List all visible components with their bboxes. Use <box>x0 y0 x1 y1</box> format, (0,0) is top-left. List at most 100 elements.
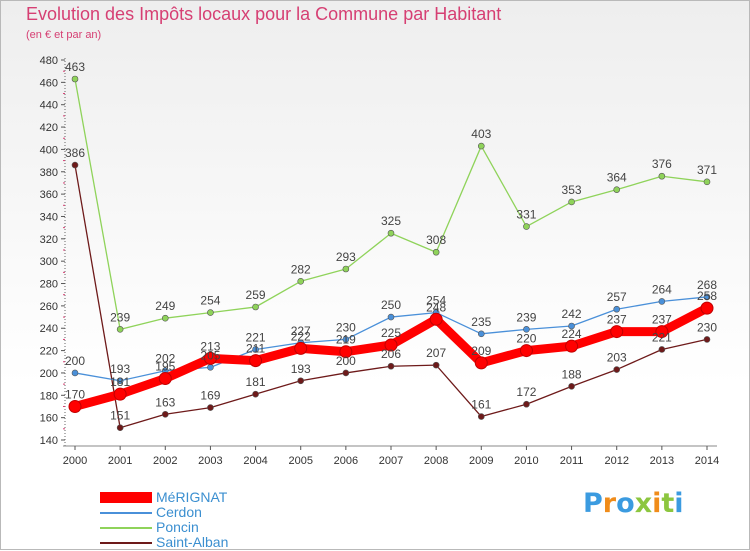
data-point <box>339 345 353 359</box>
data-point <box>71 161 79 169</box>
series-layer <box>68 75 714 432</box>
data-point <box>252 390 259 398</box>
data-label: 206 <box>381 347 401 361</box>
data-point <box>387 229 395 237</box>
data-point <box>387 362 395 370</box>
data-point <box>568 322 575 330</box>
y-tick-label: 460 <box>40 77 58 89</box>
x-tick-label: 2003 <box>198 455 222 467</box>
data-point <box>703 178 711 186</box>
data-label: 259 <box>246 288 266 302</box>
data-label: 403 <box>471 127 491 141</box>
data-point <box>116 326 124 333</box>
data-label: 235 <box>471 315 491 329</box>
x-tick-label: 2002 <box>153 455 177 467</box>
logo-letter: r <box>602 488 617 519</box>
data-label: 181 <box>110 375 130 389</box>
chart-subtitle: (en € et par an) <box>26 29 102 41</box>
legend-swatch <box>100 512 152 514</box>
data-label: 257 <box>607 290 627 304</box>
data-point <box>658 346 666 353</box>
y-tick-label: 260 <box>40 301 58 313</box>
x-tick-label: 2006 <box>334 455 358 467</box>
data-label: 248 <box>426 300 446 314</box>
data-label: 239 <box>110 310 130 324</box>
legend-swatch <box>100 542 152 544</box>
data-point <box>203 351 217 365</box>
y-tick-label: 360 <box>40 189 58 201</box>
data-point <box>568 198 575 206</box>
logo-letter: x <box>634 488 653 519</box>
data-label: 364 <box>607 171 627 185</box>
data-point <box>568 383 575 390</box>
data-point <box>207 309 214 316</box>
chart-title: Evolution des Impôts locaux pour la Comm… <box>26 4 502 24</box>
data-label: 250 <box>381 298 401 312</box>
data-label: 293 <box>336 250 356 264</box>
logo-letter: o <box>616 488 635 519</box>
data-point <box>116 377 124 385</box>
legend-swatch <box>100 492 152 503</box>
data-label: 242 <box>562 307 582 321</box>
logo-letter: i <box>652 488 662 519</box>
data-point <box>158 372 172 386</box>
data-label: 200 <box>65 354 85 368</box>
y-tick-label: 160 <box>40 413 58 425</box>
x-tick-label: 2014 <box>695 455 719 467</box>
data-point <box>610 325 624 339</box>
data-point <box>477 413 485 420</box>
x-tick-label: 2007 <box>379 455 403 467</box>
data-label: 258 <box>697 289 717 303</box>
data-label: 209 <box>471 344 491 358</box>
y-tick-label: 320 <box>40 234 58 246</box>
data-point <box>249 354 263 368</box>
data-point <box>703 293 711 301</box>
data-label: 230 <box>336 320 356 334</box>
data-label: 227 <box>291 324 311 338</box>
data-point <box>342 369 350 377</box>
data-point <box>429 312 443 326</box>
data-label: 200 <box>336 354 356 368</box>
data-label: 151 <box>110 409 130 423</box>
proxiti-logo: Proxiti <box>583 488 684 519</box>
data-label: 353 <box>562 183 582 197</box>
data-label: 249 <box>155 299 175 313</box>
data-label: 163 <box>155 395 175 409</box>
data-label: 205 <box>200 348 220 362</box>
data-point <box>116 424 124 432</box>
data-point <box>68 399 82 413</box>
x-tick-label: 2008 <box>424 455 448 467</box>
data-label: 188 <box>562 367 582 381</box>
data-point <box>294 341 308 355</box>
data-point <box>477 330 485 338</box>
data-label: 220 <box>516 332 536 346</box>
data-label: 331 <box>516 208 536 222</box>
data-label: 170 <box>65 387 85 401</box>
data-point <box>474 356 488 370</box>
data-label: 237 <box>652 313 672 327</box>
y-tick-label: 400 <box>40 144 58 156</box>
data-point <box>297 377 305 385</box>
data-label: 193 <box>291 362 311 376</box>
data-point <box>161 314 169 322</box>
data-label: 230 <box>697 320 717 334</box>
data-label: 254 <box>200 294 220 308</box>
data-point <box>523 400 530 408</box>
data-label: 195 <box>155 360 175 374</box>
data-point <box>519 344 533 358</box>
data-label: 222 <box>291 329 311 343</box>
legend-label: MéRIGNAT <box>156 489 228 505</box>
y-tick-label: 340 <box>40 211 58 223</box>
data-label: 181 <box>246 375 266 389</box>
y-tick-label: 440 <box>40 100 58 112</box>
data-point <box>71 75 79 83</box>
y-tick-label: 420 <box>40 122 58 134</box>
data-point <box>703 336 711 343</box>
data-point <box>297 277 305 285</box>
x-tick-label: 2001 <box>108 455 132 467</box>
data-point <box>613 366 621 373</box>
data-point <box>658 298 666 305</box>
legend-label: Saint-Alban <box>156 534 229 550</box>
data-label: 193 <box>110 362 130 376</box>
data-label: 386 <box>65 146 85 160</box>
